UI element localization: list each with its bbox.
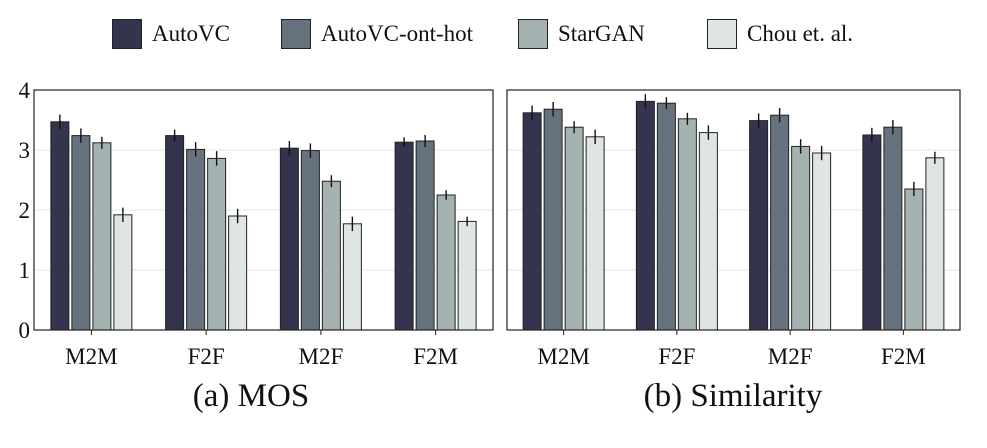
mos-bar-autovc-f2m	[394, 141, 414, 331]
similarity-bar-stargan-f2f	[677, 118, 697, 331]
similarity-xtick-label: F2M	[881, 344, 926, 369]
mos-bar-stargan-m2m	[92, 142, 112, 331]
mos-bar-autovc-ont-hot-m2m	[71, 135, 91, 331]
legend-label-autovc-one-hot: AutoVC-ont-hot	[321, 21, 474, 46]
legend-swatch-autovc-one-hot	[281, 19, 311, 49]
mos-bar-chou-et-al-m2m	[113, 214, 133, 331]
caption-similarity: (b) Similarity	[643, 378, 823, 414]
similarity-xtick-label: M2M	[537, 344, 589, 369]
legend-label-chou: Chou et. al.	[747, 21, 854, 46]
similarity-bar-autovc-ont-hot-f2m	[883, 126, 903, 331]
mos-ytick-label: 2	[19, 198, 31, 223]
legend-swatch-chou	[707, 19, 737, 49]
mos-bar-autovc-m2f	[279, 147, 299, 331]
legend-label-stargan: StarGAN	[558, 21, 645, 46]
similarity-bar-autovc-f2m	[862, 134, 882, 331]
similarity-bar-chou-et-al-m2m	[585, 136, 605, 331]
similarity-bar-stargan-m2m	[564, 126, 584, 331]
mos-ytick-label: 4	[19, 78, 31, 103]
mos-bar-autovc-ont-hot-f2m	[415, 140, 435, 331]
similarity-bar-autovc-ont-hot-f2f	[656, 102, 676, 331]
legend-item-autovc-one-hot: AutoVC-ont-hot	[281, 14, 473, 54]
similarity-bar-chou-et-al-f2f	[698, 132, 718, 331]
mos-ytick-label: 0	[19, 318, 31, 343]
caption-mos: (a) MOS	[192, 378, 310, 414]
similarity-bar-autovc-m2m	[522, 112, 542, 331]
mos-bar-stargan-f2f	[207, 157, 227, 331]
mos-bar-chou-et-al-f2m	[457, 220, 477, 331]
similarity-bar-stargan-f2m	[904, 188, 924, 331]
legend-item-stargan: StarGAN	[518, 14, 645, 54]
mos-xtick-label: M2M	[65, 344, 117, 369]
similarity-bar-autovc-m2f	[749, 120, 769, 331]
similarity-xtick-label: F2F	[658, 344, 695, 369]
legend-label-autovc: AutoVC	[152, 21, 230, 46]
legend-item-autovc: AutoVC	[112, 14, 230, 54]
legend-swatch-autovc	[112, 19, 142, 49]
mos-bar-autovc-f2f	[165, 135, 185, 331]
similarity-bar-chou-et-al-m2f	[812, 152, 832, 331]
similarity-plot-frame	[506, 89, 961, 331]
similarity-bar-chou-et-al-f2m	[925, 157, 945, 331]
mos-ytick-label: 3	[19, 138, 31, 163]
mos-bar-autovc-ont-hot-f2f	[186, 148, 206, 331]
legend: AutoVC AutoVC-ont-hot StarGAN Chou et. a…	[0, 14, 987, 54]
mos-xtick-label: F2M	[413, 344, 458, 369]
legend-item-chou: Chou et. al.	[707, 14, 853, 54]
mos-bar-chou-et-al-m2f	[342, 223, 362, 331]
mos-bar-chou-et-al-f2f	[228, 215, 248, 331]
mos-bar-stargan-m2f	[321, 180, 341, 331]
similarity-xtick-label: M2F	[768, 344, 813, 369]
mos-bar-autovc-ont-hot-m2f	[300, 150, 320, 331]
mos-bar-stargan-f2m	[436, 194, 456, 331]
similarity-bar-autovc-f2f	[635, 100, 655, 331]
mos-xtick-label: F2F	[188, 344, 225, 369]
mos-xtick-label: M2F	[299, 344, 344, 369]
legend-swatch-stargan	[518, 19, 548, 49]
mos-bar-autovc-m2m	[50, 121, 70, 331]
similarity-bar-autovc-ont-hot-m2f	[770, 114, 790, 331]
similarity-bar-stargan-m2f	[791, 145, 811, 331]
mos-ytick-label: 1	[19, 258, 31, 283]
mos-plot-frame	[33, 89, 494, 331]
similarity-bar-autovc-ont-hot-m2m	[543, 108, 563, 331]
